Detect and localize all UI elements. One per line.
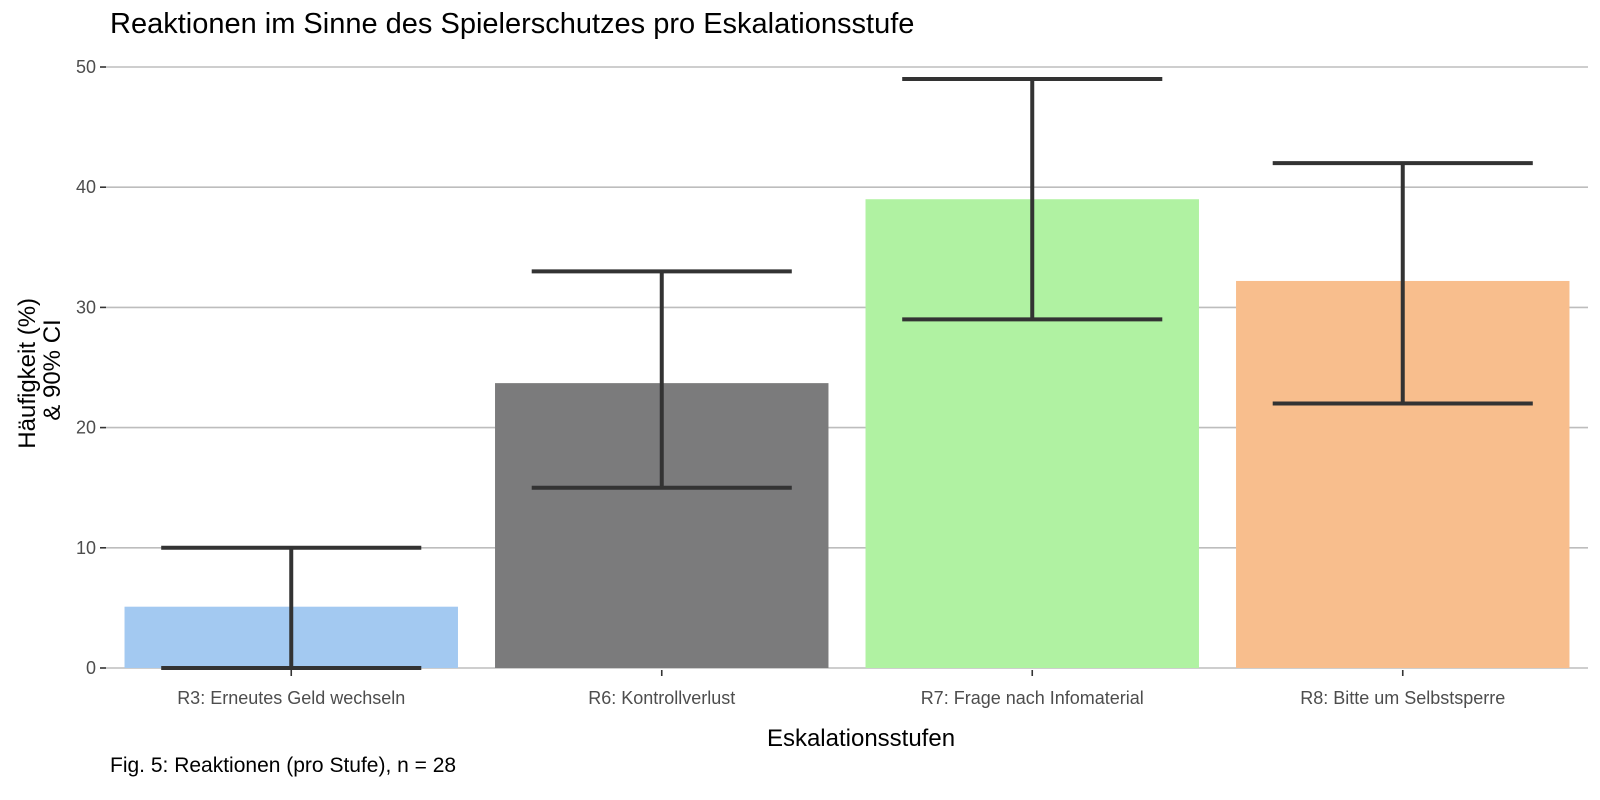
- figure-caption: Fig. 5: Reaktionen (pro Stufe), n = 28: [110, 754, 457, 777]
- x-tick-label: R7: Frage nach Infomaterial: [921, 688, 1144, 708]
- y-axis-title: Häufigkeit (%) & 90% CI: [14, 291, 66, 448]
- y-tick-label: 40: [76, 177, 96, 197]
- chart-title: Reaktionen im Sinne des Spielerschutzes …: [110, 8, 915, 40]
- y-axis-title-line-1: Häufigkeit (%): [14, 298, 41, 449]
- x-axis: R3: Erneutes Geld wechseln R6: Kontrollve…: [177, 670, 1505, 708]
- x-tick-label: R6: Kontrollverlust: [588, 688, 735, 708]
- x-tick-label: R8: Bitte um Selbstsperre: [1300, 688, 1505, 708]
- y-tick-label: 0: [86, 658, 96, 678]
- x-axis-title: Eskalationsstufen: [767, 725, 955, 752]
- y-tick-label: 20: [76, 418, 96, 438]
- x-tick-label: R3: Erneutes Geld wechseln: [177, 688, 405, 708]
- y-axis: 0 10 20 30 40 50: [76, 57, 106, 678]
- error-bars: [161, 77, 1533, 670]
- y-tick-label: 10: [76, 538, 96, 558]
- y-tick-label: 30: [76, 297, 96, 317]
- y-axis-title-line-2: & 90% CI: [39, 319, 66, 420]
- y-tick-label: 50: [76, 57, 96, 77]
- bars: [124, 199, 1570, 668]
